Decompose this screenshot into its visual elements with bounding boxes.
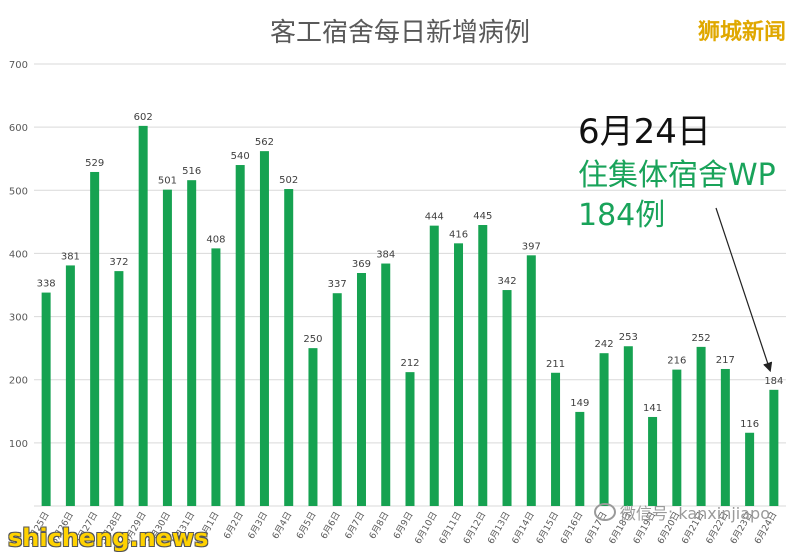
bar (454, 243, 464, 506)
y-tick-label: 400 (9, 249, 28, 260)
data-label: 516 (182, 166, 201, 177)
x-tick-label: 6月5日 (294, 510, 318, 541)
data-label: 381 (61, 251, 80, 262)
bar (769, 389, 779, 506)
wechat-icon (593, 503, 616, 521)
data-label: 502 (279, 175, 298, 186)
bar (308, 348, 318, 506)
bar (356, 273, 366, 506)
data-label: 116 (740, 419, 759, 430)
bar (575, 411, 585, 506)
x-tick-label: 6月10日 (413, 510, 440, 546)
data-label: 416 (449, 229, 468, 240)
y-tick-label: 700 (9, 60, 28, 71)
x-tick-label: 6月15日 (534, 510, 561, 546)
y-tick-label: 500 (9, 186, 28, 197)
bar (284, 189, 294, 506)
bar (114, 271, 124, 506)
bar (599, 353, 609, 506)
data-label: 342 (497, 276, 516, 287)
bar (551, 372, 561, 506)
x-tick-label: 6月11日 (437, 510, 464, 546)
data-label: 211 (546, 359, 565, 370)
x-tick-label: 6月2日 (222, 510, 246, 541)
data-label: 397 (522, 241, 541, 252)
bar (429, 225, 439, 506)
x-tick-label: 6月13日 (486, 510, 513, 546)
data-label: 184 (764, 376, 783, 387)
data-label: 242 (595, 339, 614, 350)
x-tick-label: 6月6日 (319, 510, 343, 541)
bar (745, 432, 755, 506)
data-label: 372 (109, 257, 128, 268)
bar (138, 125, 148, 506)
data-label: 141 (643, 403, 662, 414)
x-tick-label: 6月4日 (270, 510, 294, 541)
bar (720, 368, 730, 506)
annotation-date: 6月24日 (578, 112, 711, 152)
data-label: 149 (570, 398, 589, 409)
data-label: 444 (425, 212, 444, 223)
x-tick-label: 6月8日 (367, 510, 391, 541)
bar (162, 189, 172, 506)
y-tick-label: 300 (9, 313, 28, 324)
bar (526, 255, 536, 506)
data-label: 408 (206, 234, 225, 245)
annotation-category: 住集体宿舍WP (578, 158, 776, 193)
chart-title: 客工宿舍每日新增病例 (269, 18, 530, 48)
bar (648, 416, 658, 506)
data-label: 253 (619, 332, 638, 343)
bar (211, 248, 221, 506)
data-label: 338 (37, 279, 56, 290)
data-label: 252 (692, 333, 711, 344)
data-label: 212 (400, 358, 419, 369)
bar (187, 180, 197, 506)
data-label: 529 (85, 158, 104, 169)
x-tick-label: 6月16日 (558, 510, 585, 546)
y-tick-label: 200 (9, 376, 28, 387)
data-label: 384 (376, 250, 395, 261)
bar (478, 225, 488, 506)
bar (672, 369, 682, 506)
x-tick-label: 6月3日 (246, 510, 270, 541)
x-tick-label: 6月9日 (391, 510, 415, 541)
bar (235, 165, 245, 506)
bar (65, 265, 75, 506)
data-label: 445 (473, 211, 492, 222)
brand-logo-text: 狮城新闻 (697, 20, 786, 45)
bar (696, 346, 706, 506)
data-label: 602 (134, 112, 153, 123)
data-label: 217 (716, 355, 735, 366)
bar (623, 346, 633, 506)
x-tick-label: 6月14日 (510, 510, 537, 546)
data-label: 216 (667, 356, 686, 367)
bar (381, 263, 391, 506)
footer-site-name: shicheng.news (8, 524, 209, 552)
wechat-id: 微信号: kanxinjiapo (619, 504, 770, 523)
data-label: 540 (231, 151, 250, 162)
x-tick-label: 6月12日 (461, 510, 488, 546)
data-label: 501 (158, 176, 177, 187)
x-tick-label: 6月7日 (343, 510, 367, 541)
data-label: 369 (352, 259, 371, 270)
bar (90, 171, 100, 506)
annotation-arrow (715, 207, 773, 373)
wechat-watermark: 微信号: kanxinjiapo (593, 500, 770, 524)
bar (405, 372, 415, 506)
data-label: 337 (328, 279, 347, 290)
bar (502, 290, 512, 506)
bar (259, 151, 269, 506)
y-tick-label: 100 (9, 439, 28, 450)
annotation-count: 184例 (578, 198, 666, 233)
data-label: 562 (255, 137, 274, 148)
data-label: 250 (303, 334, 322, 345)
bar (332, 293, 342, 506)
bar (41, 292, 51, 506)
y-tick-label: 600 (9, 123, 28, 134)
